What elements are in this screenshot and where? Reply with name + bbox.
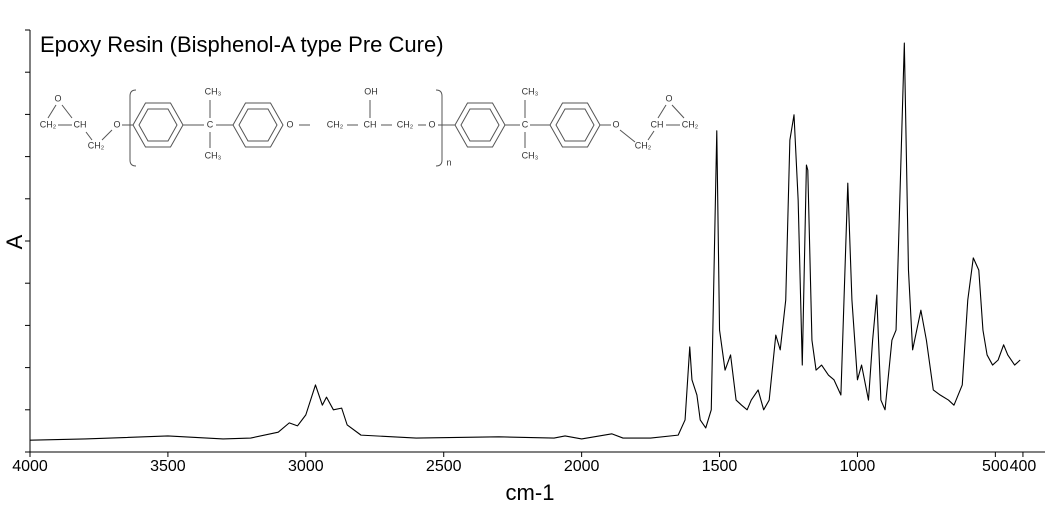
atom-label: CH₃: [205, 150, 222, 160]
atom-label: O: [665, 93, 672, 103]
chart-title: Epoxy Resin (Bisphenol-A type Pre Cure): [40, 32, 444, 57]
atom-label: O: [612, 119, 619, 129]
x-axis-label: cm-1: [506, 480, 555, 505]
x-tick-label: 1000: [840, 458, 876, 475]
atom-label: n: [446, 157, 451, 167]
atom-label: O: [54, 93, 61, 103]
x-tick-label: 2000: [564, 458, 600, 475]
atom-label: CH: [651, 119, 664, 129]
atom-label: O: [286, 119, 293, 129]
atom-label: CH₃: [522, 150, 539, 160]
atom-label: CH₂: [682, 119, 699, 129]
atom-label: CH₃: [205, 86, 222, 96]
x-tick-label: 400: [1010, 458, 1037, 475]
atom-label: OH: [364, 86, 378, 96]
atom-label: CH: [74, 119, 87, 129]
spectrum-line: [29, 42, 1021, 441]
x-tick-label: 4000: [12, 458, 48, 475]
atom-label: CH₂: [40, 119, 57, 129]
atom-label: CH₂: [327, 119, 344, 129]
atom-label: CH₃: [522, 86, 539, 96]
x-tick-label: 1500: [702, 458, 738, 475]
x-tick-label: 3000: [288, 458, 324, 475]
atom-label: CH₂: [397, 119, 414, 129]
y-axis-label: A: [2, 234, 27, 249]
atom-label: C: [207, 119, 214, 129]
x-tick-label: 3500: [150, 458, 186, 475]
atom-label: CH: [364, 119, 377, 129]
atom-label: CH₂: [635, 140, 652, 150]
atom-label: O: [428, 119, 435, 129]
x-tick-label: 2500: [426, 458, 462, 475]
atom-label: CH₂: [88, 140, 105, 150]
x-tick-label: 500: [982, 458, 1009, 475]
atom-label: C: [522, 119, 529, 129]
atom-label: O: [113, 119, 120, 129]
structure: O CH₂ CH CH₂ O CH₃ C CH₃ O CH₂ OH CH CH₂…: [40, 86, 699, 167]
